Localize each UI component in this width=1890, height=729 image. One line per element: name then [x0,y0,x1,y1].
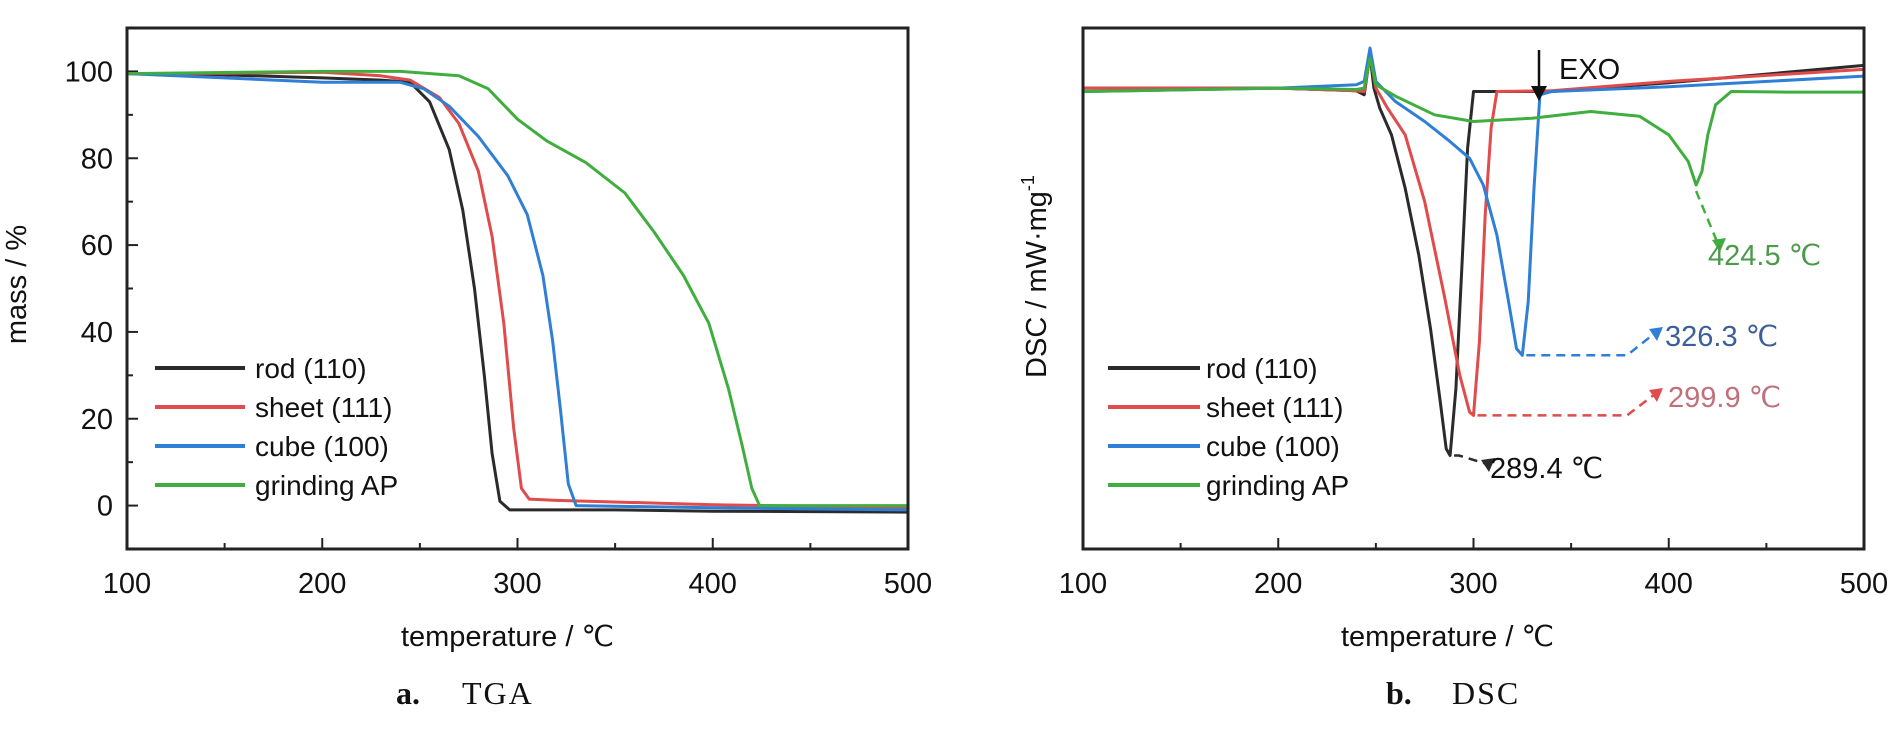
legend-entry: rod (110) [255,353,367,384]
legend-entry: cube (100) [255,431,389,462]
panel-title: DSC [1452,675,1520,711]
peak-leader-line [1694,190,1720,245]
peak-temperature-label: 289.4 ℃ [1490,453,1603,485]
exo-arrowhead [1531,86,1547,101]
plot-frame [1081,26,1866,551]
peak-temperature-label: 424.5 ℃ [1708,240,1821,272]
tga-series-line [125,69,910,508]
panel-label: b. [1386,675,1412,711]
panel-b-dsc: 100 200 300 400 500 289.4 ℃ 299.9 ℃ 326.3 ℃ 424.… [1018,26,1888,711]
x-tick-label: 100 [1059,568,1107,600]
x-tick-label: 400 [689,568,737,600]
x-tick-label: 300 [493,568,541,600]
legend-entry: cube (100) [1206,431,1340,462]
dsc-series-line [1081,56,1866,187]
plot-frame [125,26,910,551]
tga-series-line [125,70,910,510]
legend-entry: sheet (111) [1206,392,1343,423]
dsc-series-line [1081,53,1866,417]
x-tick-label: 500 [884,568,932,600]
peak-leader-line [1526,332,1656,357]
peak-leader-line [1454,454,1488,466]
peak-leader-line [1477,393,1656,417]
y-axis-label: DSC / mW·mg-1 [1018,175,1053,378]
tga-series-line [125,72,910,514]
y-tick-label: 60 [81,230,113,262]
y-tick-label: 0 [97,491,113,523]
y-axis-label: mass / % [1,225,33,344]
y-axis-label-superscript: -1 [1018,175,1038,191]
peak-temperature-label: 326.3 ℃ [1665,321,1778,353]
y-tick-label: 40 [81,317,113,349]
legend-entry: grinding AP [1206,470,1349,501]
peak-arrowhead [1481,458,1495,472]
legend-entry: grinding AP [255,470,398,501]
x-tick-label: 200 [1254,568,1302,600]
x-tick-label: 100 [103,568,151,600]
x-axis-label: temperature / ℃ [401,621,614,653]
legend-entry: sheet (111) [255,392,392,423]
legend-entry: rod (110) [1206,353,1318,384]
panel-title: TGA [462,675,534,711]
panel-a-tga: 100 200 300 400 500 0 20 40 60 80 100 rod (110) shee… [1,26,932,711]
y-tick-label: 80 [81,143,113,175]
panel-label: a. [396,675,420,711]
peak-temperature-label: 299.9 ℃ [1668,382,1781,414]
x-tick-label: 400 [1645,568,1693,600]
peak-arrowhead [1712,238,1726,252]
y-tick-label: 20 [81,404,113,436]
x-tick-label: 200 [298,568,346,600]
peak-arrowhead [1649,388,1663,402]
peak-arrowhead [1649,327,1663,341]
x-axis-label: temperature / ℃ [1341,621,1554,653]
exo-label: EXO [1559,54,1620,86]
tga-series-line [125,72,910,512]
y-axis-label-main: DSC / mW·mg [1021,191,1053,378]
x-tick-label: 300 [1449,568,1497,600]
y-tick-label: 100 [65,56,113,88]
x-tick-label: 500 [1840,568,1888,600]
